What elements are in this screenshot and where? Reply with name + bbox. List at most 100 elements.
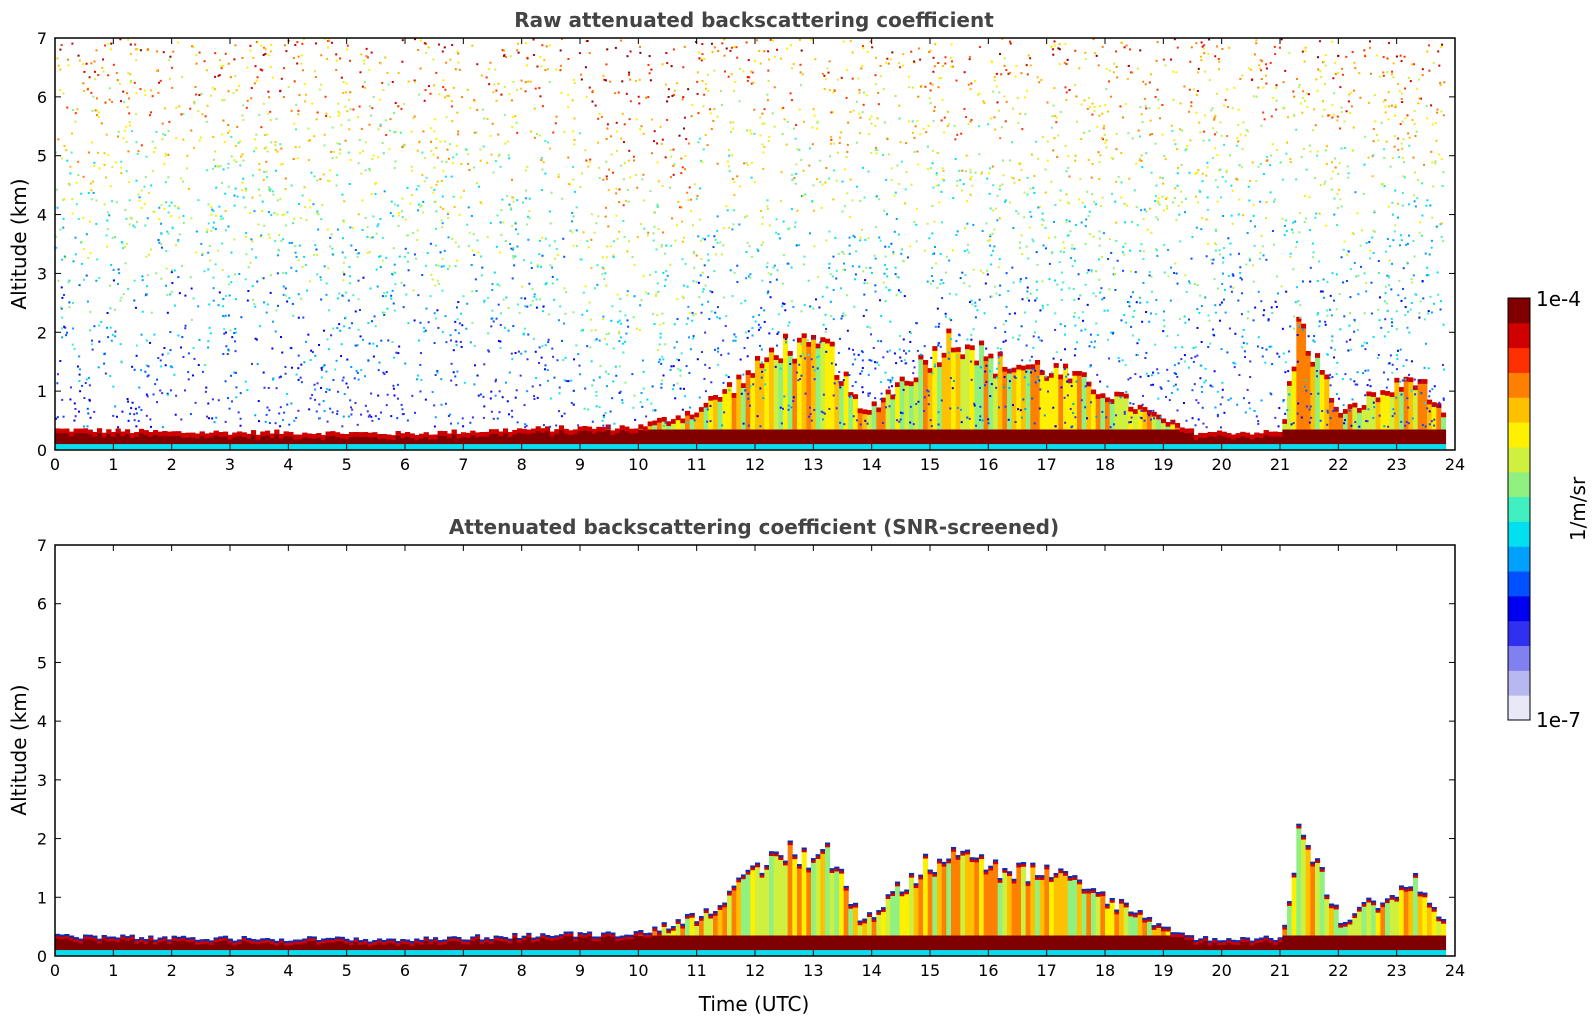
noise-speckle [624, 314, 627, 317]
noise-speckle [856, 185, 859, 188]
heatmap-cell [661, 416, 667, 422]
noise-speckle [1404, 297, 1407, 300]
noise-speckle [405, 293, 408, 296]
noise-speckle [1135, 206, 1138, 209]
heatmap-cell [811, 335, 817, 430]
noise-speckle [514, 221, 517, 224]
noise-speckle [209, 259, 212, 262]
heatmap-cell [997, 351, 1003, 430]
noise-speckle [227, 314, 230, 317]
noise-speckle [140, 369, 143, 372]
noise-speckle [987, 123, 990, 126]
noise-speckle [645, 96, 648, 99]
noise-speckle [1176, 46, 1179, 49]
noise-speckle [1333, 356, 1336, 359]
noise-speckle [1262, 314, 1265, 317]
noise-speckle [692, 250, 695, 253]
heatmap-cell [997, 429, 1003, 445]
noise-speckle [538, 253, 541, 256]
noise-speckle [342, 279, 345, 282]
noise-speckle [824, 78, 827, 81]
noise-speckle [1201, 406, 1204, 409]
noise-speckle [1338, 292, 1341, 295]
noise-speckle [372, 355, 375, 358]
noise-speckle [1003, 64, 1006, 67]
heatmap-cell [1147, 429, 1153, 445]
noise-speckle [768, 332, 771, 335]
noise-speckle [164, 152, 167, 155]
noise-speckle [622, 204, 625, 207]
noise-speckle [145, 339, 148, 342]
noise-speckle [1145, 152, 1148, 155]
noise-speckle [1304, 46, 1307, 49]
noise-speckle [342, 376, 345, 379]
noise-speckle [1208, 38, 1211, 41]
noise-speckle [1241, 292, 1244, 295]
noise-speckle [198, 51, 201, 54]
heatmap-cell [1021, 444, 1027, 450]
noise-speckle [654, 409, 657, 412]
noise-speckle [1241, 74, 1244, 77]
heatmap-cell [1263, 444, 1269, 450]
heatmap-cell [1408, 377, 1414, 430]
heatmap-cell [1324, 444, 1330, 450]
heatmap-cell [1221, 431, 1227, 445]
noise-speckle [721, 42, 724, 45]
heatmap-cell [764, 429, 770, 445]
noise-speckle [109, 185, 112, 188]
noise-speckle [1390, 317, 1393, 320]
noise-speckle [1221, 381, 1224, 384]
heatmap-cell [955, 347, 961, 352]
noise-speckle [1191, 235, 1194, 238]
noise-speckle [828, 266, 831, 269]
heatmap-cell [1123, 429, 1129, 445]
noise-speckle [1157, 107, 1160, 110]
noise-speckle [1104, 141, 1107, 144]
noise-speckle [846, 329, 849, 332]
noise-speckle [1316, 313, 1319, 316]
noise-speckle [615, 149, 618, 152]
noise-speckle [499, 251, 502, 254]
noise-speckle [1142, 218, 1145, 221]
noise-speckle [707, 253, 710, 256]
noise-speckle [1301, 328, 1304, 331]
noise-speckle [312, 203, 315, 206]
noise-speckle [1262, 172, 1265, 175]
noise-speckle [945, 255, 948, 258]
noise-speckle [128, 223, 131, 226]
noise-speckle [322, 173, 325, 176]
noise-speckle [570, 379, 573, 382]
heatmap-cell [1170, 419, 1176, 430]
noise-speckle [91, 343, 94, 346]
noise-speckle [596, 141, 599, 144]
heatmap-cell [549, 431, 555, 445]
heatmap-cell [647, 421, 653, 427]
noise-speckle [1351, 232, 1354, 235]
heatmap-cell [983, 444, 989, 450]
heatmap-cell [223, 431, 229, 437]
heatmap-cell [979, 429, 985, 445]
noise-speckle [470, 263, 473, 266]
noise-speckle [474, 278, 477, 281]
noise-speckle [1257, 420, 1260, 423]
noise-speckle [947, 357, 950, 360]
noise-speckle [1226, 351, 1229, 354]
noise-speckle [672, 48, 675, 51]
heatmap-cell [759, 429, 765, 445]
noise-speckle [1339, 328, 1342, 331]
noise-speckle [180, 113, 183, 116]
noise-speckle [257, 420, 260, 423]
heatmap-cell [1333, 444, 1339, 450]
heatmap-cell [848, 392, 854, 397]
noise-speckle [291, 241, 294, 244]
heatmap-cell [1385, 391, 1391, 430]
noise-speckle [1109, 426, 1112, 429]
noise-speckle [1357, 274, 1360, 277]
noise-speckle [783, 302, 786, 305]
noise-speckle [491, 317, 494, 320]
noise-speckle [1211, 385, 1214, 388]
noise-speckle [1114, 414, 1117, 417]
noise-speckle [1254, 225, 1257, 228]
noise-speckle [336, 390, 339, 393]
heatmap-cell [1361, 405, 1367, 430]
